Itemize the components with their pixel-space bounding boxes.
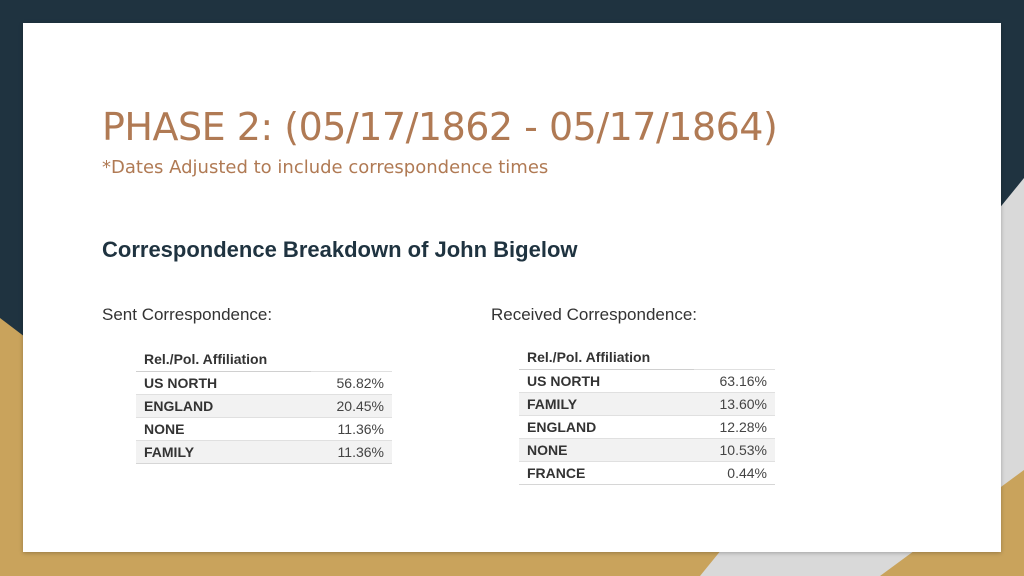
category-cell: FRANCE — [519, 461, 694, 485]
slide-card: PHASE 2: (05/17/1862 - 05/17/1864) *Date… — [23, 23, 1001, 552]
received-table: Rel./Pol. Affiliation US NORTH 63.16% FA… — [519, 345, 775, 485]
table-row: FRANCE 0.44% — [519, 461, 775, 485]
slide-subtitle: *Dates Adjusted to include correspondenc… — [102, 157, 549, 178]
table-row: ENGLAND 20.45% — [136, 394, 392, 418]
slide-title: PHASE 2: (05/17/1862 - 05/17/1864) — [102, 105, 778, 149]
sent-label: Sent Correspondence: — [102, 305, 273, 324]
percent-cell: 12.28% — [693, 415, 775, 439]
percent-cell: 11.36% — [310, 417, 392, 441]
category-cell: NONE — [519, 438, 694, 462]
category-cell: US NORTH — [519, 369, 694, 393]
percent-cell: 13.60% — [693, 392, 775, 416]
column-header: Rel./Pol. Affiliation — [519, 345, 694, 370]
table-header-row: Rel./Pol. Affiliation — [519, 345, 775, 370]
table-row: US NORTH 56.82% — [136, 371, 392, 395]
sent-table: Rel./Pol. Affiliation US NORTH 56.82% EN… — [136, 347, 392, 464]
category-cell: ENGLAND — [136, 394, 311, 418]
percent-cell: 56.82% — [310, 371, 392, 395]
table-row: NONE 10.53% — [519, 438, 775, 462]
table-row: ENGLAND 12.28% — [519, 415, 775, 439]
percent-cell: 20.45% — [310, 394, 392, 418]
section-heading: Correspondence Breakdown of John Bigelow — [102, 237, 578, 262]
table-row: NONE 11.36% — [136, 417, 392, 441]
category-cell: US NORTH — [136, 371, 311, 395]
percent-cell: 11.36% — [310, 440, 392, 464]
received-label: Received Correspondence: — [491, 305, 698, 324]
table-row: US NORTH 63.16% — [519, 369, 775, 393]
percent-cell: 63.16% — [693, 369, 775, 393]
percent-cell: 10.53% — [693, 438, 775, 462]
category-cell: FAMILY — [519, 392, 694, 416]
category-cell: NONE — [136, 417, 311, 441]
percent-cell: 0.44% — [693, 461, 775, 485]
table-row: FAMILY 13.60% — [519, 392, 775, 416]
category-cell: FAMILY — [136, 440, 311, 464]
category-cell: ENGLAND — [519, 415, 694, 439]
column-header: Rel./Pol. Affiliation — [136, 347, 311, 372]
table-row: FAMILY 11.36% — [136, 440, 392, 464]
table-header-row: Rel./Pol. Affiliation — [136, 347, 392, 372]
